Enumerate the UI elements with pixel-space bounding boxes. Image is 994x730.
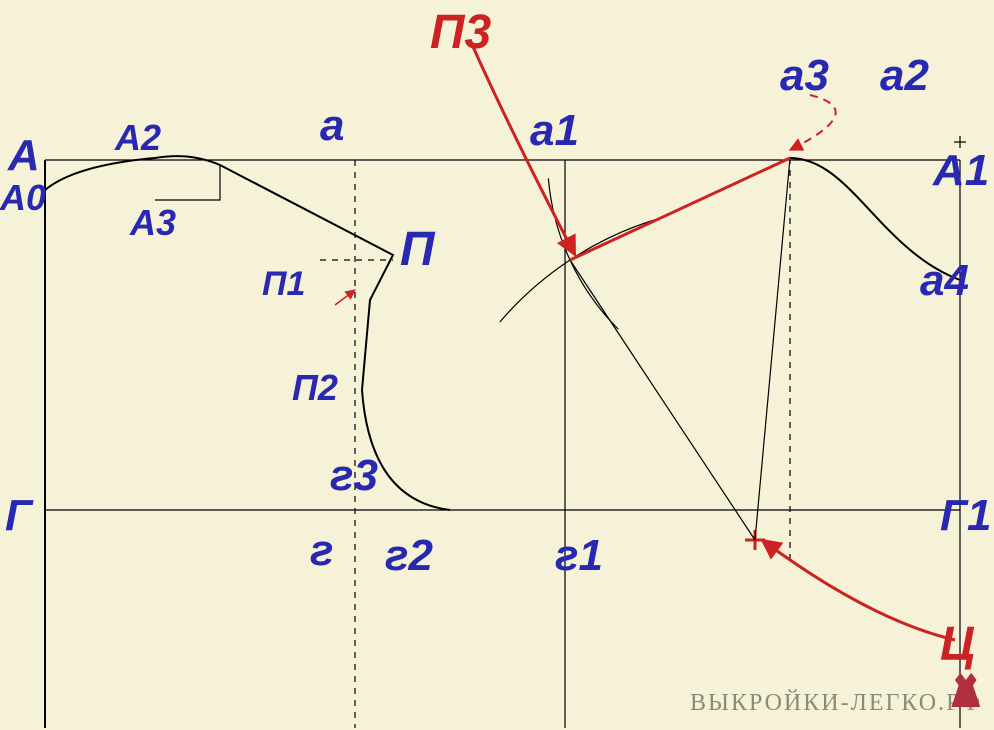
label-a1: а1	[530, 106, 579, 155]
label-a: а	[320, 101, 344, 150]
label-a4: а4	[920, 256, 969, 305]
label-g: г	[310, 526, 333, 575]
label-A2: А2	[114, 117, 161, 158]
label-G1: Г1	[940, 491, 991, 540]
label-A0: А0	[0, 177, 46, 218]
label-a3: а3	[780, 51, 829, 100]
label-P2: П2	[292, 367, 338, 408]
background	[0, 0, 994, 730]
watermark: ВЫКРОЙКИ-ЛЕГКО.РФ	[690, 690, 982, 716]
label-g3: г3	[330, 451, 378, 500]
label-A3: А3	[129, 202, 176, 243]
label-P3: П3	[430, 6, 492, 59]
label-G: Г	[5, 491, 34, 540]
label-P1: П1	[262, 265, 305, 303]
label-A1: А1	[932, 146, 989, 195]
label-A: А	[7, 131, 40, 180]
label-g1: г1	[555, 531, 603, 580]
label-Ts: Ц	[940, 618, 975, 671]
label-P: П	[400, 223, 436, 276]
label-g2: г2	[385, 531, 433, 580]
label-a2: а2	[880, 51, 929, 100]
